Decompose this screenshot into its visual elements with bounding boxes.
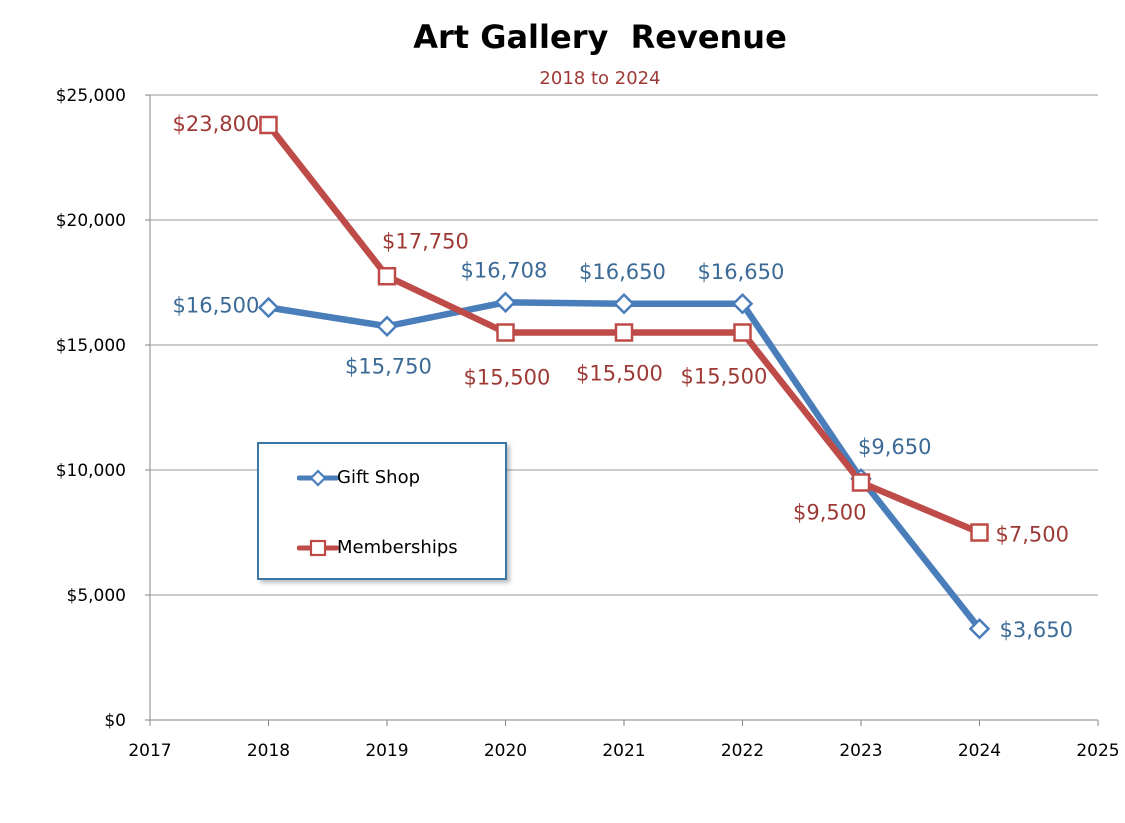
data-point-gift-shop	[376, 315, 398, 338]
x-tick-label: 2024	[958, 741, 1001, 761]
data-label: $16,708	[461, 258, 548, 282]
data-label: $7,500	[996, 523, 1069, 547]
x-tick-label: 2022	[721, 741, 764, 761]
y-tick-label: $20,000	[56, 211, 126, 231]
chart-subtitle: 2018 to 2024	[539, 68, 661, 89]
data-label: $15,500	[464, 366, 551, 390]
x-tick-label: 2017	[128, 741, 171, 761]
legend-diamond-marker-icon	[297, 469, 339, 487]
data-point-gift-shop	[257, 296, 280, 319]
y-tick-label: $15,000	[56, 336, 126, 356]
legend-label: Gift Shop	[337, 467, 421, 488]
data-label: $16,500	[173, 294, 260, 318]
x-tick-label: 2018	[247, 741, 290, 761]
data-label: $16,650	[579, 260, 666, 284]
legend: Gift Shop Memberships	[257, 442, 507, 580]
data-point-gift-shop	[613, 292, 635, 315]
y-tick-label: $5,000	[67, 586, 126, 606]
data-point-memberships	[970, 523, 989, 542]
x-tick-label: 2020	[484, 741, 527, 761]
legend-square-marker-icon	[297, 539, 339, 557]
x-axis-tick-labels: 2017 2018 2019 2020 2021 2022 2023 2024 2025	[128, 741, 1119, 761]
data-label: $15,500	[681, 365, 768, 389]
data-point-memberships	[851, 473, 871, 492]
data-label: $15,500	[576, 362, 663, 386]
data-label: $16,650	[698, 260, 785, 284]
data-point-gift-shop	[968, 617, 991, 640]
data-label: $9,500	[793, 501, 866, 525]
data-point-memberships	[377, 267, 397, 286]
data-labels: $16,500 $15,750 $16,708 $16,650 $16,650 $9,65…	[173, 112, 1073, 642]
x-tick-label: 2021	[602, 741, 645, 761]
data-point-memberships	[496, 323, 515, 342]
data-label: $15,750	[345, 354, 432, 378]
data-point-gift-shop	[731, 292, 754, 315]
legend-label: Memberships	[337, 537, 458, 558]
data-point-memberships	[733, 323, 752, 342]
data-point-memberships	[259, 115, 278, 135]
data-label: $9,650	[858, 435, 931, 459]
data-point-memberships	[614, 323, 634, 342]
data-label: $3,650	[1000, 618, 1073, 642]
y-tick-label: $0	[104, 711, 126, 731]
x-tick-label: 2023	[839, 741, 882, 761]
y-axis-tick-labels: $0 $5,000 $10,000 $15,000 $20,000 $25,000	[56, 86, 126, 731]
axes	[145, 94, 1099, 726]
data-label: $17,750	[382, 229, 469, 253]
chart-title: Art Gallery Revenue	[413, 18, 787, 56]
y-tick-label: $25,000	[56, 86, 126, 106]
data-point-gift-shop	[494, 291, 517, 314]
x-tick-label: 2025	[1076, 741, 1119, 761]
series-markers	[257, 115, 991, 640]
data-label: $23,800	[173, 112, 260, 136]
y-tick-label: $10,000	[56, 461, 126, 481]
x-tick-label: 2019	[365, 741, 408, 761]
